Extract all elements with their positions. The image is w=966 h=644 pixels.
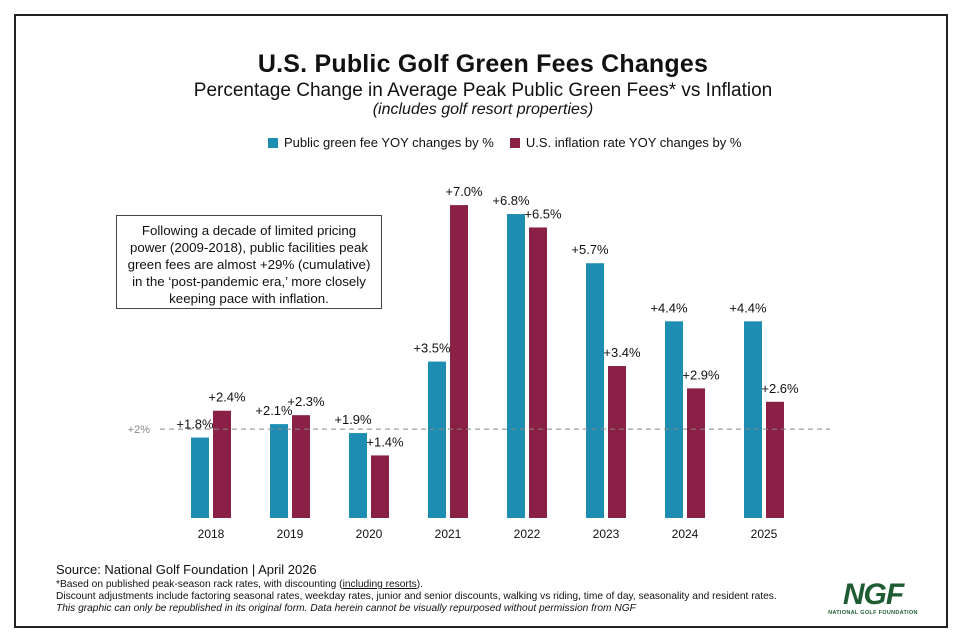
footnote-2: Discount adjustments include factoring s… <box>56 591 777 602</box>
data-label-green-fee-2024: +4.4% <box>650 300 688 315</box>
legend-label-green-fee: Public green fee YOY changes by % <box>284 135 494 150</box>
bar-inflation-2022 <box>529 227 547 518</box>
callout-line: power (2009-2018), public facilities pea… <box>129 240 368 255</box>
legend-label-inflation: U.S. inflation rate YOY changes by % <box>525 135 742 150</box>
legend-swatch-inflation <box>509 137 520 148</box>
chart-title: U.S. Public Golf Green Fees Changes <box>257 50 709 78</box>
x-tick-label-2018: 2018 <box>198 527 225 541</box>
data-label-green-fee-2020: +1.9% <box>334 412 372 427</box>
bar-green-fee-2019 <box>270 424 288 518</box>
footnote-3: This graphic can only be republished in … <box>56 603 636 614</box>
data-label-inflation-2022: +6.5% <box>524 206 562 221</box>
ngf-logo: NGF NATIONAL GOLF FOUNDATION <box>828 580 918 620</box>
x-tick-label-2025: 2025 <box>751 527 778 541</box>
chart-subtitle: Percentage Change in Average Peak Public… <box>193 80 773 101</box>
bar-inflation-2019 <box>292 415 310 518</box>
bar-green-fee-2020 <box>349 433 367 518</box>
bar-green-fee-2018 <box>191 437 209 518</box>
footnote-1: *Based on published peak-season rack rat… <box>56 579 777 591</box>
legend-item-green-fee: Public green fee YOY changes by % <box>268 135 494 150</box>
x-tick-label-2022: 2022 <box>514 527 541 541</box>
chart-frame <box>14 14 948 628</box>
bar-inflation-2021 <box>450 205 468 518</box>
callout-box: Following a decade of limited pricing po… <box>116 215 382 309</box>
bar-green-fee-2025 <box>744 321 762 518</box>
data-label-inflation-2018: +2.4% <box>208 390 246 405</box>
footnote-1-suffix: ). <box>416 579 423 590</box>
data-label-inflation-2023: +3.4% <box>603 345 641 360</box>
logo-text: NGF <box>842 578 904 611</box>
callout-line: Following a decade of limited pricing <box>141 223 357 238</box>
data-label-inflation-2020: +1.4% <box>366 434 404 449</box>
bar-inflation-2025 <box>766 401 784 518</box>
source-text: Source: National Golf Foundation | April… <box>56 562 317 577</box>
legend-item-inflation: U.S. inflation rate YOY changes by % <box>509 135 742 150</box>
bar-inflation-2023 <box>608 366 626 518</box>
reference-line-label: +2% <box>128 424 151 436</box>
bar-green-fee-2023 <box>586 263 604 518</box>
x-tick-label-2020: 2020 <box>356 527 383 541</box>
data-label-green-fee-2023: +5.7% <box>571 242 609 257</box>
data-label-inflation-2019: +2.3% <box>287 394 325 409</box>
data-label-inflation-2024: +2.9% <box>682 367 720 382</box>
x-tick-label-2023: 2023 <box>593 527 620 541</box>
data-label-green-fee-2019: +2.1% <box>255 403 293 418</box>
footnotes: *Based on published peak-season rack rat… <box>56 579 777 615</box>
data-label-green-fee-2021: +3.5% <box>413 341 451 356</box>
callout-line: in the ‘post-pandemic era,’ more closely <box>132 274 366 289</box>
bar-inflation-2018 <box>213 410 231 518</box>
legend: Public green fee YOY changes by % U.S. i… <box>268 135 757 150</box>
x-tick-label-2019: 2019 <box>277 527 304 541</box>
callout-line: green fees are almost +29% (cumulative) <box>127 257 371 272</box>
including-resorts-link[interactable]: including resorts <box>342 579 417 590</box>
logo-subtext: NATIONAL GOLF FOUNDATION <box>828 610 918 616</box>
data-label-inflation-2025: +2.6% <box>761 381 799 396</box>
bar-inflation-2020 <box>371 455 389 518</box>
bar-green-fee-2024 <box>665 321 683 518</box>
data-label-green-fee-2018: +1.8% <box>176 417 214 432</box>
footnote-1-prefix: *Based on published peak-season rack rat… <box>56 579 343 590</box>
bar-green-fee-2022 <box>507 214 525 519</box>
bar-green-fee-2021 <box>428 361 446 518</box>
data-label-inflation-2021: +7.0% <box>445 184 483 199</box>
x-tick-label-2021: 2021 <box>435 527 462 541</box>
bar-inflation-2024 <box>687 388 705 518</box>
x-tick-label-2024: 2024 <box>672 527 699 541</box>
data-label-green-fee-2022: +6.8% <box>492 193 530 208</box>
legend-swatch-green-fee <box>268 137 278 148</box>
chart-subtitle-note: (includes golf resort properties) <box>372 101 594 118</box>
callout-line: keeping pace with inflation. <box>169 291 329 306</box>
data-label-green-fee-2025: +4.4% <box>729 300 767 315</box>
